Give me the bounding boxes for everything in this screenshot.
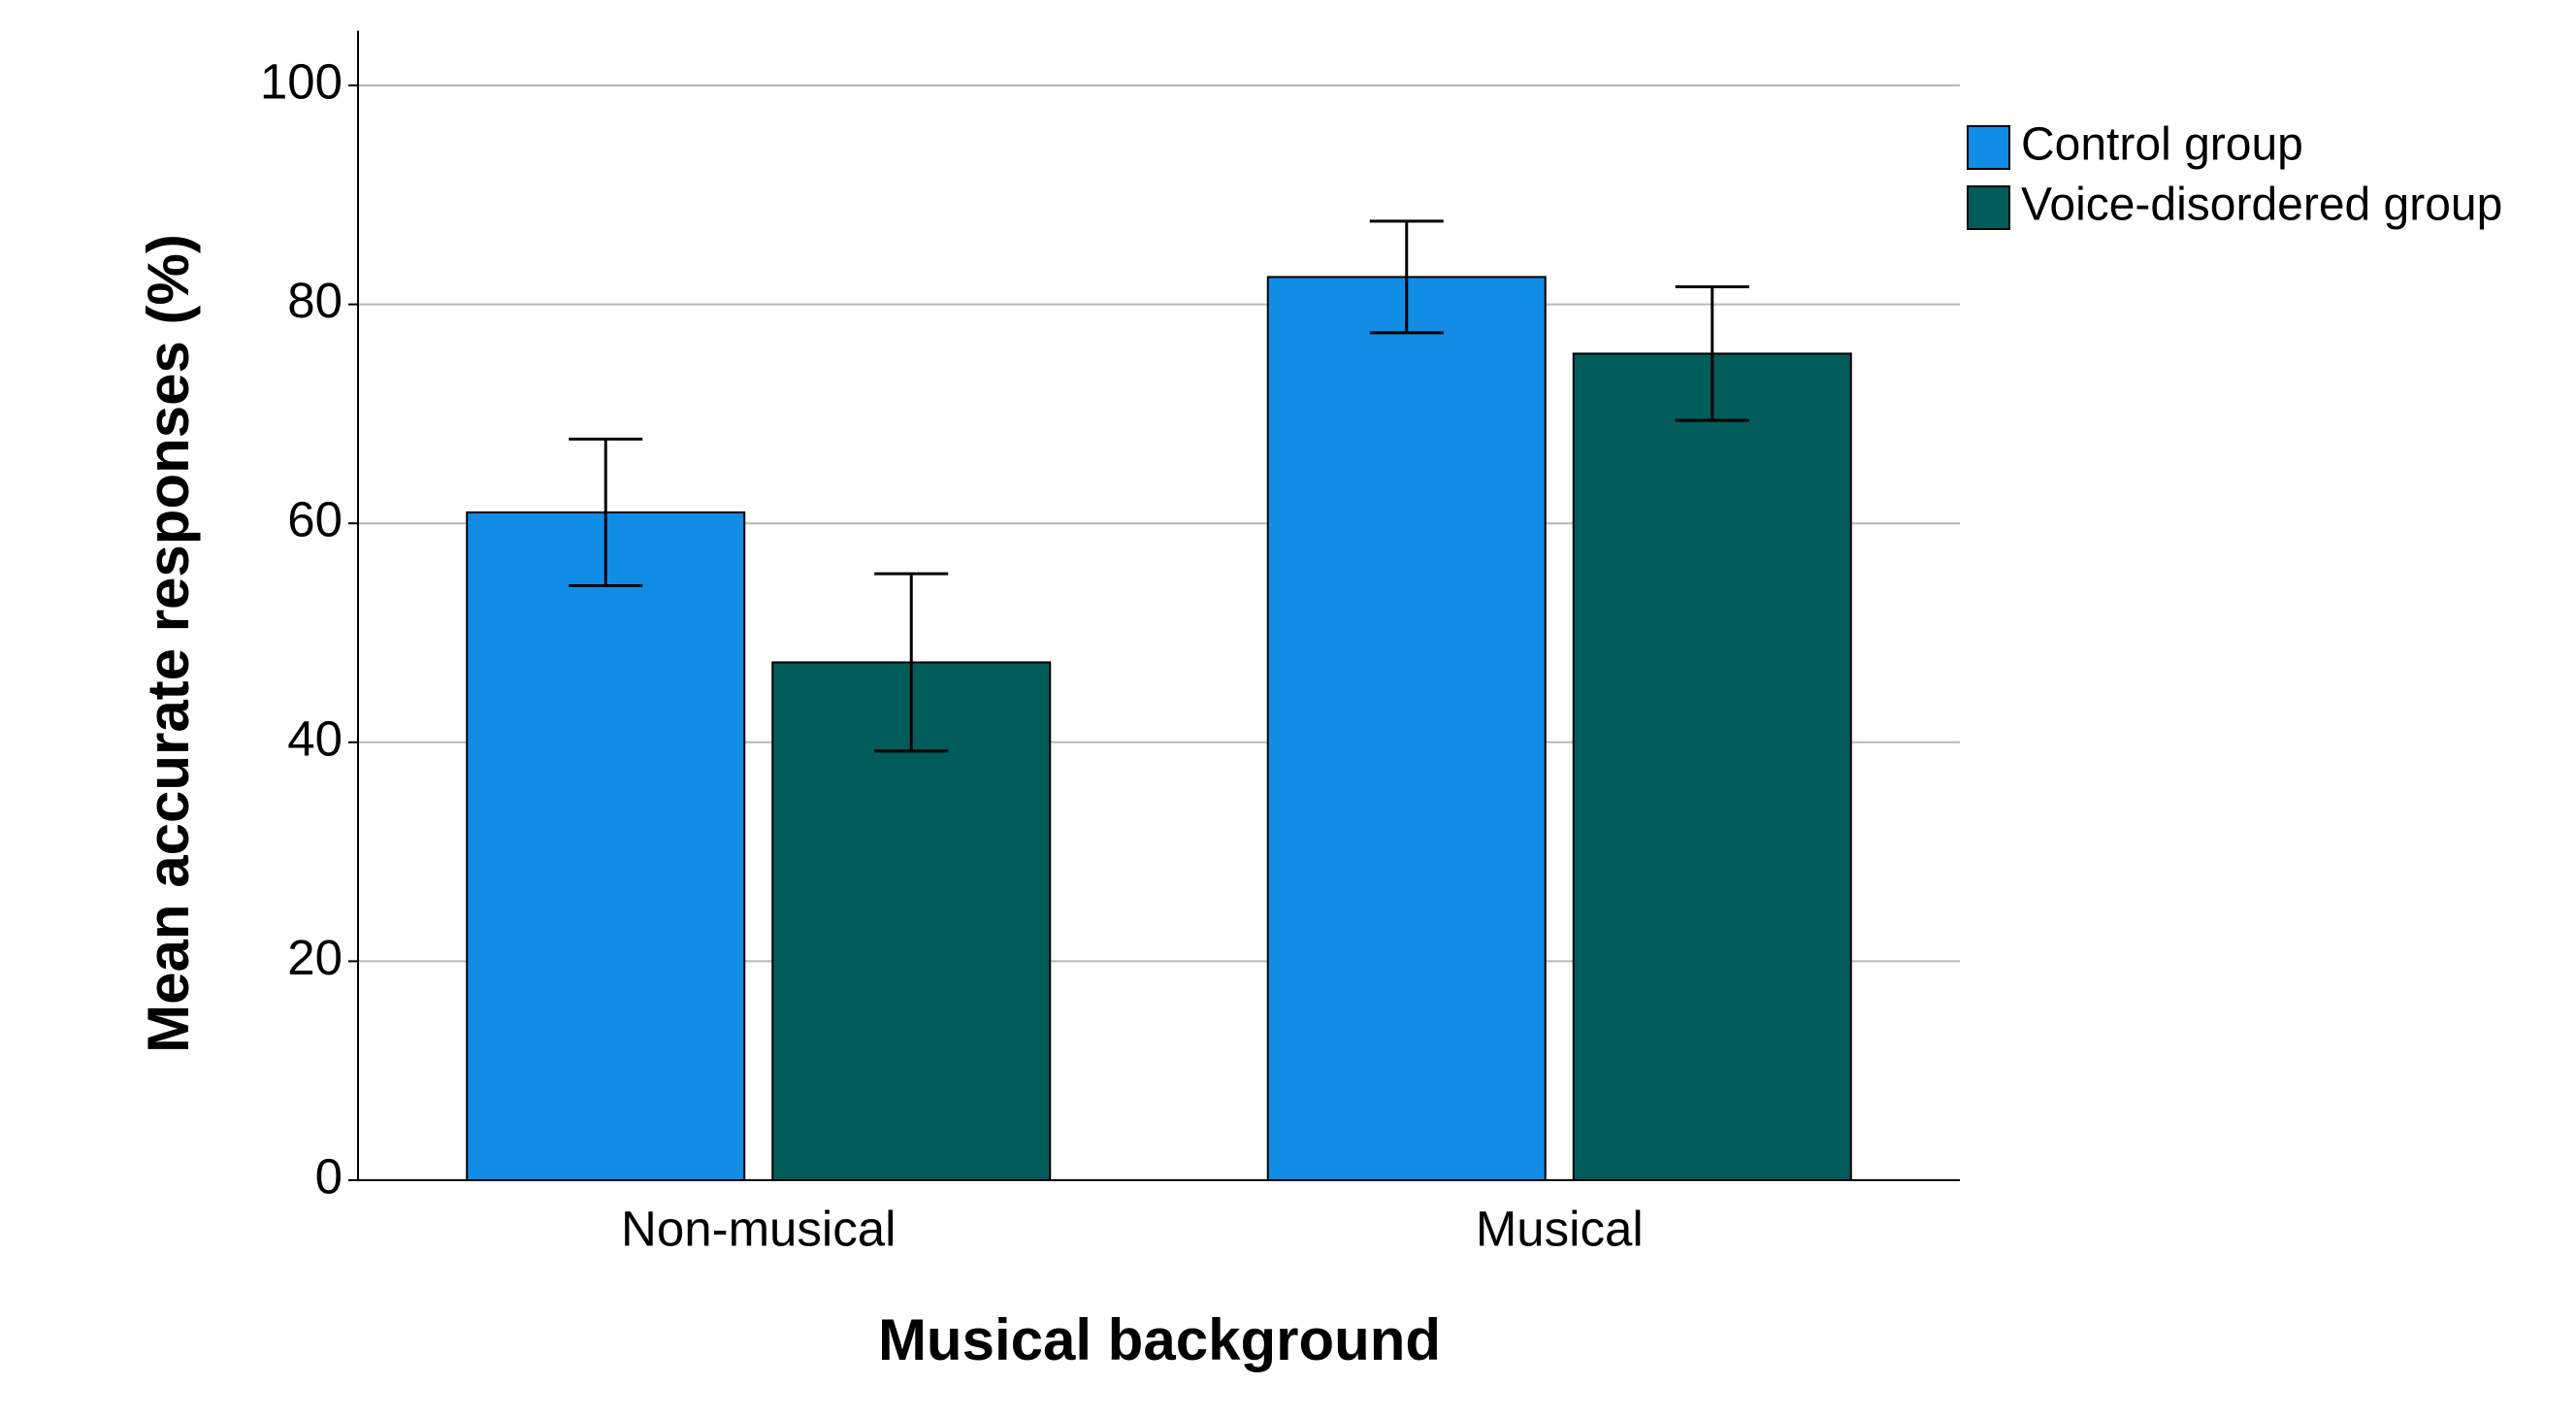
error-bar <box>874 572 949 753</box>
legend-text: Control group <box>2021 119 2303 171</box>
legend-swatch <box>1967 185 2010 230</box>
y-tick-label: 0 <box>315 1148 342 1204</box>
y-tick-label: 100 <box>260 53 342 109</box>
bar <box>1572 352 1852 1181</box>
x-axis-title: Musical background <box>878 1307 1441 1372</box>
y-tick-label: 80 <box>287 273 342 328</box>
error-bar <box>1675 285 1749 422</box>
bar <box>466 511 746 1181</box>
error-bar <box>569 437 643 587</box>
y-tick-label: 40 <box>287 710 342 766</box>
error-bar <box>1369 219 1444 335</box>
y-tick-label: 60 <box>287 492 342 547</box>
y-tick-label: 20 <box>287 930 342 985</box>
legend-swatch <box>1967 125 2010 170</box>
x-tick-label: Non-musical <box>621 1201 896 1256</box>
y-axis-title: Mean accurate responses (%) <box>136 234 201 1053</box>
x-tick-label: Musical <box>1476 1201 1644 1256</box>
bar <box>1266 276 1547 1181</box>
legend-text: Voice-disordered group <box>2021 180 2502 231</box>
